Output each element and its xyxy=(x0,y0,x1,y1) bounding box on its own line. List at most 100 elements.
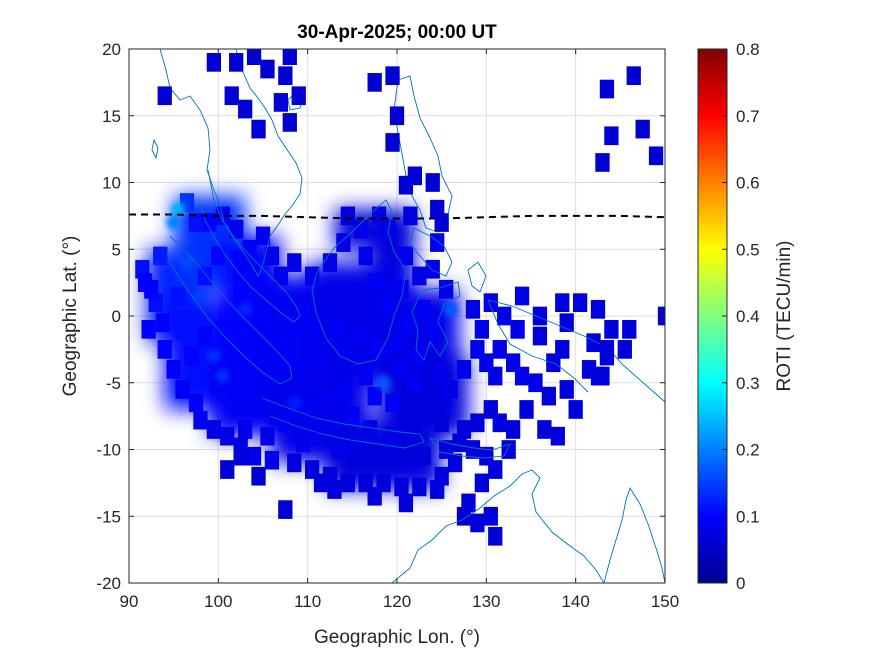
roti-isolated-cell xyxy=(237,99,253,119)
roti-isolated-cells xyxy=(157,49,665,546)
x-tick-label: 140 xyxy=(561,592,589,611)
roti-cell xyxy=(278,500,293,519)
colorbar-tick-label: 0.5 xyxy=(736,240,760,259)
roti-cell xyxy=(434,466,449,486)
roti-cell xyxy=(229,373,244,393)
roti-cell xyxy=(322,253,338,272)
roti-cell xyxy=(296,433,311,453)
roti-isolated-cell xyxy=(635,119,650,139)
roti-isolated-cell xyxy=(282,49,297,66)
coastline-new-guinea xyxy=(487,299,665,403)
roti-cell xyxy=(211,246,226,266)
roti-cell xyxy=(394,360,409,379)
roti-isolated-cell xyxy=(434,213,449,232)
coastline-sumatra xyxy=(167,235,293,385)
roti-cell xyxy=(438,440,454,459)
roti-cell xyxy=(331,320,347,339)
roti-cell xyxy=(296,313,311,333)
coastline-mindanao xyxy=(409,227,453,277)
roti-cell xyxy=(157,340,172,359)
coastline-lesser-sunda xyxy=(428,437,511,459)
roti-isolated-cell xyxy=(590,366,606,386)
roti-cell xyxy=(470,413,485,433)
roti-isolated-cell xyxy=(224,86,239,106)
roti-cell xyxy=(358,246,373,266)
roti-cell xyxy=(193,410,208,430)
coastline-indochina xyxy=(159,49,303,277)
roti-cell xyxy=(282,293,297,312)
y-tick-label: 15 xyxy=(102,107,121,126)
roti-cell xyxy=(287,453,302,473)
roti-isolated-cell xyxy=(246,49,262,66)
roti-cell xyxy=(456,506,472,526)
coastline-java xyxy=(261,397,425,449)
roti-cell xyxy=(492,340,507,359)
roti-cell xyxy=(336,380,351,399)
roti-cell xyxy=(434,413,449,433)
x-tick-label: 120 xyxy=(383,592,411,611)
roti-cell xyxy=(568,400,583,419)
roti-cell xyxy=(555,293,570,312)
roti-cell xyxy=(550,426,565,446)
roti-cell xyxy=(340,473,356,493)
roti-cell xyxy=(309,326,324,346)
roti-cell xyxy=(537,420,552,439)
roti-cell xyxy=(354,326,369,346)
roti-cell xyxy=(313,473,329,493)
roti-cell xyxy=(153,246,168,266)
roti-cell xyxy=(197,266,213,286)
roti-cell xyxy=(155,313,171,333)
roti-isolated-cell xyxy=(385,133,400,152)
roti-cell xyxy=(349,433,364,453)
roti-cell xyxy=(242,239,257,259)
roti-isolated-cell xyxy=(291,86,306,106)
colorbar-tick-label: 0.6 xyxy=(736,174,760,193)
roti-cell xyxy=(452,433,467,453)
coastline-sulawesi xyxy=(411,281,461,361)
roti-cell xyxy=(144,279,159,299)
roti-cell xyxy=(197,326,213,346)
roti-cell xyxy=(398,246,414,266)
roti-cell xyxy=(291,360,306,379)
roti-isolated-cell xyxy=(604,126,619,146)
roti-cell xyxy=(474,473,490,493)
roti-cell xyxy=(590,299,606,319)
colorbar-label: ROTI (TECU/min) xyxy=(774,241,795,392)
roti-cell xyxy=(488,366,503,386)
roti-isolated-cell xyxy=(273,93,289,112)
roti-cell xyxy=(470,340,485,359)
roti-cell xyxy=(233,286,248,306)
roti-cell xyxy=(483,293,498,312)
roti-highlight xyxy=(171,202,186,217)
colorbar: 0.8 0.7 0.6 0.5 0.4 0.3 0.2 0.1 0 ROTI (TECU/min… xyxy=(697,40,795,593)
roti-highlight xyxy=(166,215,181,230)
roti-cell xyxy=(336,233,351,252)
roti-cell xyxy=(403,433,418,453)
roti-cell xyxy=(380,293,396,312)
roti-highlight xyxy=(206,349,221,364)
roti-highlight xyxy=(180,255,195,270)
roti-cell xyxy=(371,340,387,359)
roti-cell xyxy=(407,393,423,413)
roti-highlight xyxy=(193,288,208,303)
roti-cell xyxy=(215,320,230,339)
roti-cell xyxy=(354,219,369,239)
roti-cell xyxy=(340,340,356,359)
roti-cell xyxy=(260,286,275,306)
colorbar-tick-label: 0.8 xyxy=(736,40,760,59)
roti-cell xyxy=(604,320,619,339)
roti-highlight xyxy=(376,375,391,390)
colorbar-ticks: 0.8 0.7 0.6 0.5 0.4 0.3 0.2 0.1 0 xyxy=(722,40,760,593)
roti-cell xyxy=(412,477,427,497)
y-tick-label: 5 xyxy=(112,240,121,259)
roti-highlight xyxy=(443,302,458,317)
roti-isolated-cell xyxy=(282,113,297,132)
roti-cell xyxy=(412,266,427,286)
y-tick-label: -10 xyxy=(96,441,121,460)
roti-cell xyxy=(345,406,360,426)
roti-cell xyxy=(260,353,275,373)
roti-cell xyxy=(385,426,400,446)
roti-cell xyxy=(371,206,387,226)
roti-cell xyxy=(532,306,548,326)
x-tick-label: 100 xyxy=(204,592,232,611)
